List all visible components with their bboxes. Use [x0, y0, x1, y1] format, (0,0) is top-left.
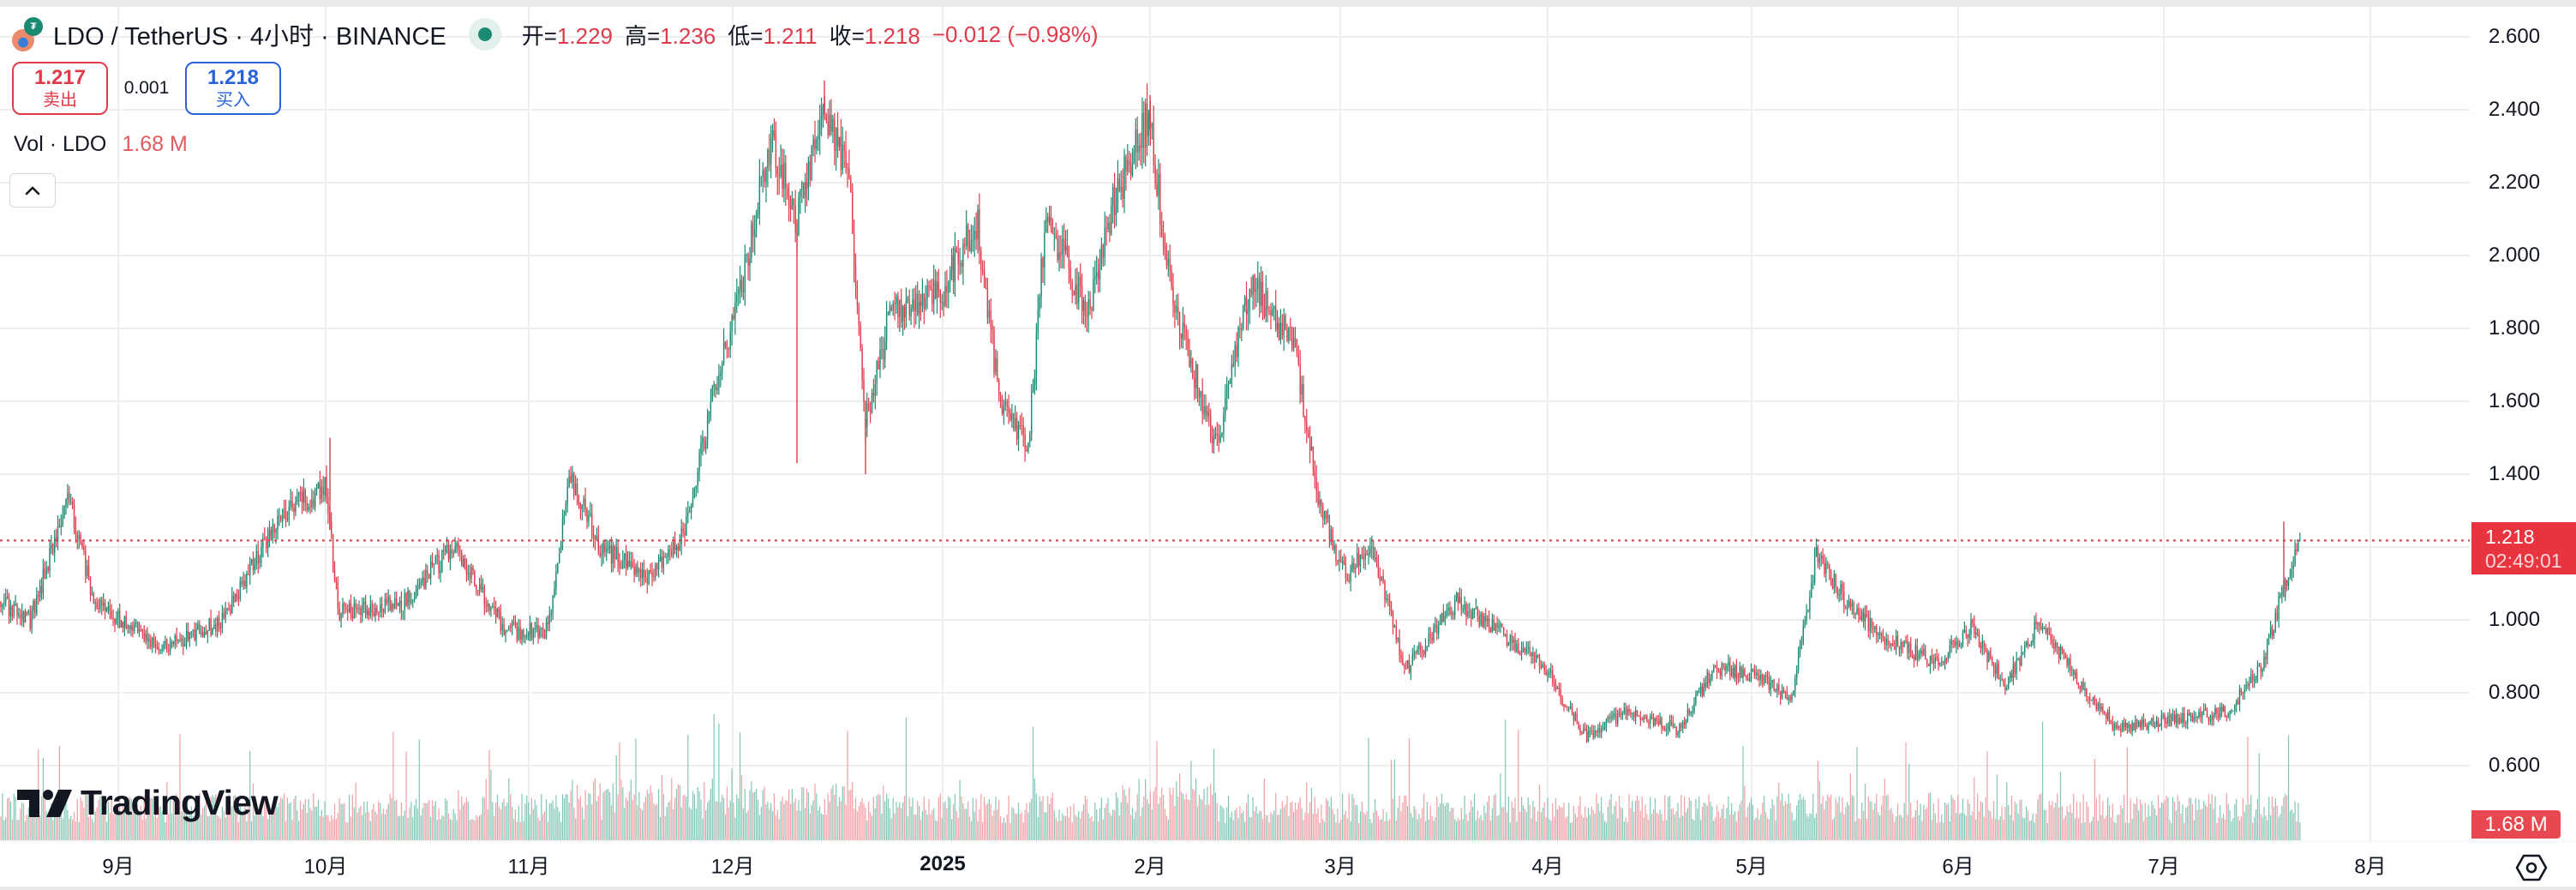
price-axis-label: 2.000	[2489, 244, 2541, 267]
ohlc-close: 收=1.218	[829, 22, 920, 49]
buy-price: 1.218	[207, 66, 260, 89]
volume-histogram	[0, 714, 2301, 840]
time-axis-label: 8月	[2354, 855, 2387, 879]
ohlc-low: 低=1.211	[728, 22, 818, 49]
ohlc-high: 高=1.236	[625, 22, 716, 49]
price-axis-label: 1.400	[2489, 462, 2541, 485]
chart-grid	[0, 7, 2576, 842]
tradingview-wordmark: TradingView	[81, 783, 279, 822]
tradingview-mark-icon	[17, 789, 72, 817]
price-axis-label: 0.600	[2489, 754, 2541, 777]
buy-button[interactable]: 1.218 买入	[185, 62, 281, 115]
time-axis-label: 9月	[102, 855, 135, 879]
chart-settings-button[interactable]	[2514, 851, 2549, 885]
time-axis-label: 12月	[710, 855, 755, 879]
volume-value-tag: 1.68 M	[2471, 810, 2561, 839]
price-axis[interactable]: 2.600 2.400 2.200 2.000 1.800 1.600 1.40…	[2470, 0, 2576, 887]
settings-hexagon-icon	[2515, 854, 2548, 881]
price-axis-label: 1.800	[2489, 316, 2541, 340]
price-axis-label: 0.800	[2489, 681, 2541, 704]
volume-legend[interactable]: Vol · LDO 1.68 M	[14, 132, 188, 157]
last-price-value: 1.218	[2485, 526, 2535, 548]
price-candles	[0, 81, 2301, 743]
symbol-icons[interactable]: ₮	[9, 15, 48, 53]
price-axis-label: 2.200	[2489, 171, 2541, 194]
price-change: −0.012 (−0.98%)	[932, 21, 1099, 47]
time-axis-label: 6月	[1942, 855, 1974, 879]
time-axis[interactable]: 9月 10月 11月 12月 2025 2月 3月 4月 5月 6月 7月 8月	[0, 842, 2470, 887]
buy-label: 买入	[216, 91, 250, 110]
bar-close-countdown: 02:49:01	[2485, 550, 2562, 572]
time-axis-label: 5月	[1735, 855, 1768, 879]
bottom-strip	[0, 887, 2576, 890]
ohlc-open: 开=1.229	[521, 22, 614, 49]
tradingview-logo[interactable]: TradingView	[17, 783, 279, 823]
sell-price: 1.217	[33, 66, 87, 89]
sell-button[interactable]: 1.217 卖出	[12, 62, 108, 115]
market-status-indicator[interactable]	[468, 18, 501, 51]
top-toolbar-strip	[0, 0, 2576, 7]
time-axis-label: 3月	[1324, 855, 1357, 879]
price-axis-label: 2.600	[2489, 25, 2541, 48]
time-axis-label: 2月	[1134, 855, 1166, 879]
time-axis-label: 4月	[1531, 855, 1564, 879]
time-axis-label: 2025	[920, 852, 966, 875]
collapse-legend-button[interactable]	[9, 173, 56, 207]
last-price-tag: 1.218 02:49:01	[2471, 522, 2576, 574]
market-open-dot-icon	[477, 27, 492, 41]
price-axis-label: 1.000	[2489, 608, 2541, 631]
spread-value: 0.001	[123, 78, 170, 98]
symbol-title[interactable]: LDO / TetherUS · 4小时 · BINANCE	[53, 23, 446, 51]
sell-label: 卖出	[43, 91, 77, 110]
price-axis-label: 2.400	[2489, 98, 2541, 121]
time-axis-label: 11月	[507, 855, 550, 879]
trade-panel: 1.217 卖出 0.001 1.218 买入	[12, 62, 281, 115]
price-axis-label: 1.600	[2489, 389, 2541, 412]
volume-indicator-value: 1.68 M	[122, 132, 188, 156]
chevron-up-icon	[25, 186, 40, 195]
symbol-legend: ₮ LDO / TetherUS · 4小时 · BINANCE 开=1.229…	[9, 15, 1099, 53]
time-axis-label: 7月	[2148, 855, 2180, 879]
time-axis-label: 10月	[303, 855, 348, 879]
tether-icon: ₮	[24, 17, 43, 36]
volume-indicator-name: Vol · LDO	[14, 132, 107, 156]
